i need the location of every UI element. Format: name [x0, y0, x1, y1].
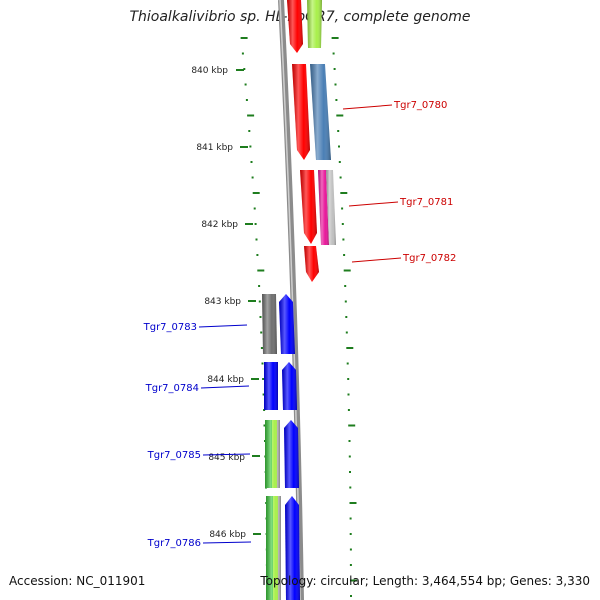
label-tgr7-0785[interactable]: Tgr7_0785 — [147, 450, 251, 461]
accession-text: Accession: NC_011901 — [9, 574, 146, 588]
scale-844: 844 kbp — [207, 375, 259, 385]
label-tgr7-0780[interactable]: Tgr7_0780 — [342, 100, 447, 111]
tick-label: 843 kbp — [204, 297, 241, 307]
outer-tick-track — [331, 37, 357, 597]
gene-gray-0781[interactable] — [326, 170, 336, 245]
gene-label-text: Tgr7_0782 — [402, 253, 456, 264]
gene-tgr7-0786[interactable] — [266, 496, 281, 600]
gene-tgr7-0785[interactable] — [265, 420, 280, 488]
gene-label-text: Tgr7_0786 — [147, 538, 201, 549]
gene-tgr7-0780[interactable] — [292, 64, 310, 160]
gene-magenta-0781[interactable] — [318, 170, 329, 245]
gene-tgr7-0781[interactable] — [300, 170, 317, 244]
gene-blue-0785[interactable] — [284, 420, 299, 488]
gene-blue-0783[interactable] — [279, 294, 295, 354]
tick-label: 840 kbp — [191, 66, 228, 76]
scale-846: 846 kbp — [209, 530, 261, 540]
scale-841: 841 kbp — [196, 143, 248, 153]
scale-842: 842 kbp — [201, 220, 253, 230]
gene-tgr7-0784[interactable] — [264, 362, 278, 410]
tick-label: 841 kbp — [196, 143, 233, 153]
gene-steelblue-0780[interactable] — [310, 64, 331, 160]
topology-text: Topology: circular; Length: 3,464,554 bp… — [260, 574, 590, 588]
gene-blue-0784[interactable] — [282, 362, 297, 410]
tick-label: 844 kbp — [207, 375, 244, 385]
scale-840: 840 kbp — [191, 66, 244, 76]
label-tgr7-0781[interactable]: Tgr7_0781 — [348, 197, 453, 208]
label-tgr7-0786[interactable]: Tgr7_0786 — [147, 538, 252, 549]
label-tgr7-0782[interactable]: Tgr7_0782 — [351, 253, 456, 264]
gene-blue-0786[interactable] — [285, 496, 300, 600]
gene-label-text: Tgr7_0783 — [143, 322, 197, 333]
gene-tgr7-0783[interactable] — [262, 294, 277, 354]
gene-label-text: Tgr7_0784 — [145, 383, 199, 394]
tick-label: 842 kbp — [201, 220, 238, 230]
gene-lime-top[interactable] — [307, 0, 322, 48]
tick-label: 846 kbp — [209, 530, 246, 540]
gene-label-text: Tgr7_0780 — [393, 100, 447, 111]
label-tgr7-0783[interactable]: Tgr7_0783 — [143, 322, 248, 333]
gene-label-text: Tgr7_0785 — [147, 450, 201, 461]
scale-845: 845 kbp — [208, 453, 260, 463]
label-tgr7-0784[interactable]: Tgr7_0784 — [145, 383, 250, 394]
scale-843: 843 kbp — [204, 297, 256, 307]
tick-label: 845 kbp — [208, 453, 245, 463]
gene-label-text: Tgr7_0781 — [399, 197, 453, 208]
backbone-arc — [278, 0, 304, 600]
gene-tgr7-0782[interactable] — [304, 246, 319, 282]
gene-0779-forward[interactable] — [287, 0, 303, 53]
